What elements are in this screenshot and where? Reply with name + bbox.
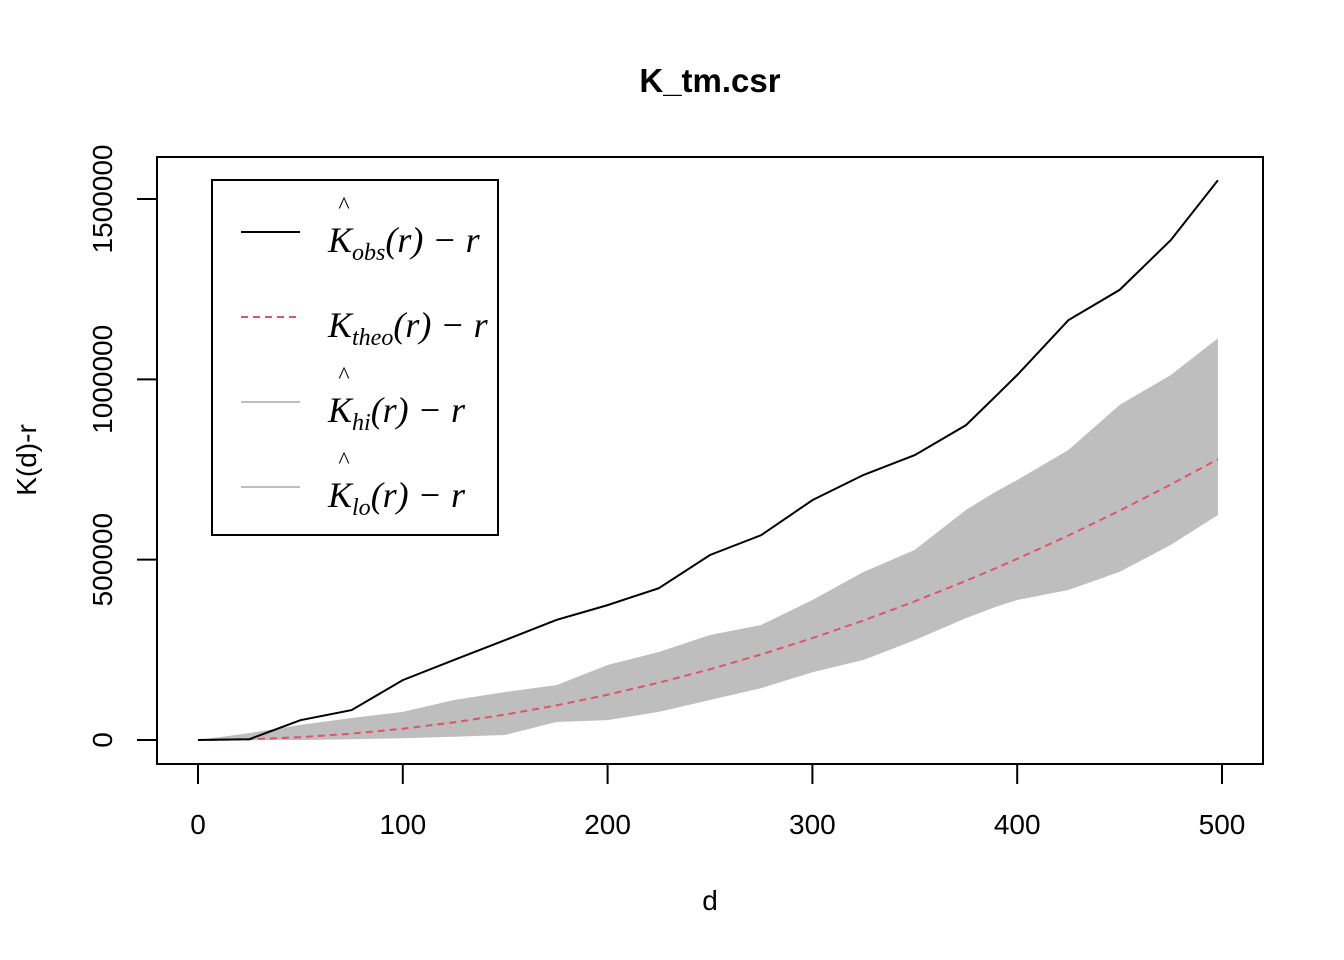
x-tick-label: 100 xyxy=(379,809,426,840)
series-line-theo xyxy=(197,458,1219,741)
envelope-band xyxy=(198,338,1218,740)
x-tick-label: 0 xyxy=(190,809,206,840)
x-axis: 0 100 200 300 400 500 xyxy=(190,763,1246,840)
x-tick-label: 200 xyxy=(584,809,631,840)
x-tick-label: 400 xyxy=(994,809,1041,840)
y-axis: 0 500000 1000000 1500000 xyxy=(87,144,158,748)
hat-accent: ^ xyxy=(338,193,349,219)
hat-accent: ^ xyxy=(338,448,349,474)
series-line-obs xyxy=(197,179,1219,741)
legend-label-theo: Ktheo(r) − r xyxy=(327,305,489,351)
legend-label-lo: Klo(r) − r xyxy=(327,475,466,521)
chart-title: K_tm.csr xyxy=(639,62,780,99)
y-tick-label: 0 xyxy=(87,732,118,748)
legend-box xyxy=(211,179,499,536)
y-tick-label: 1000000 xyxy=(87,325,118,434)
x-tick-label: 500 xyxy=(1199,809,1246,840)
hat-accent: ^ xyxy=(338,363,349,389)
y-tick-label: 500000 xyxy=(87,513,118,606)
x-tick-label: 300 xyxy=(789,809,836,840)
plot-area xyxy=(197,179,1219,741)
y-axis-label: K(d)-r xyxy=(11,424,42,496)
legend-label-hi: Khi(r) − r xyxy=(327,390,466,436)
y-tick-label: 1500000 xyxy=(87,144,118,253)
legend-label-obs: Kobs(r) − r xyxy=(327,220,481,266)
x-axis-label: d xyxy=(702,885,718,916)
